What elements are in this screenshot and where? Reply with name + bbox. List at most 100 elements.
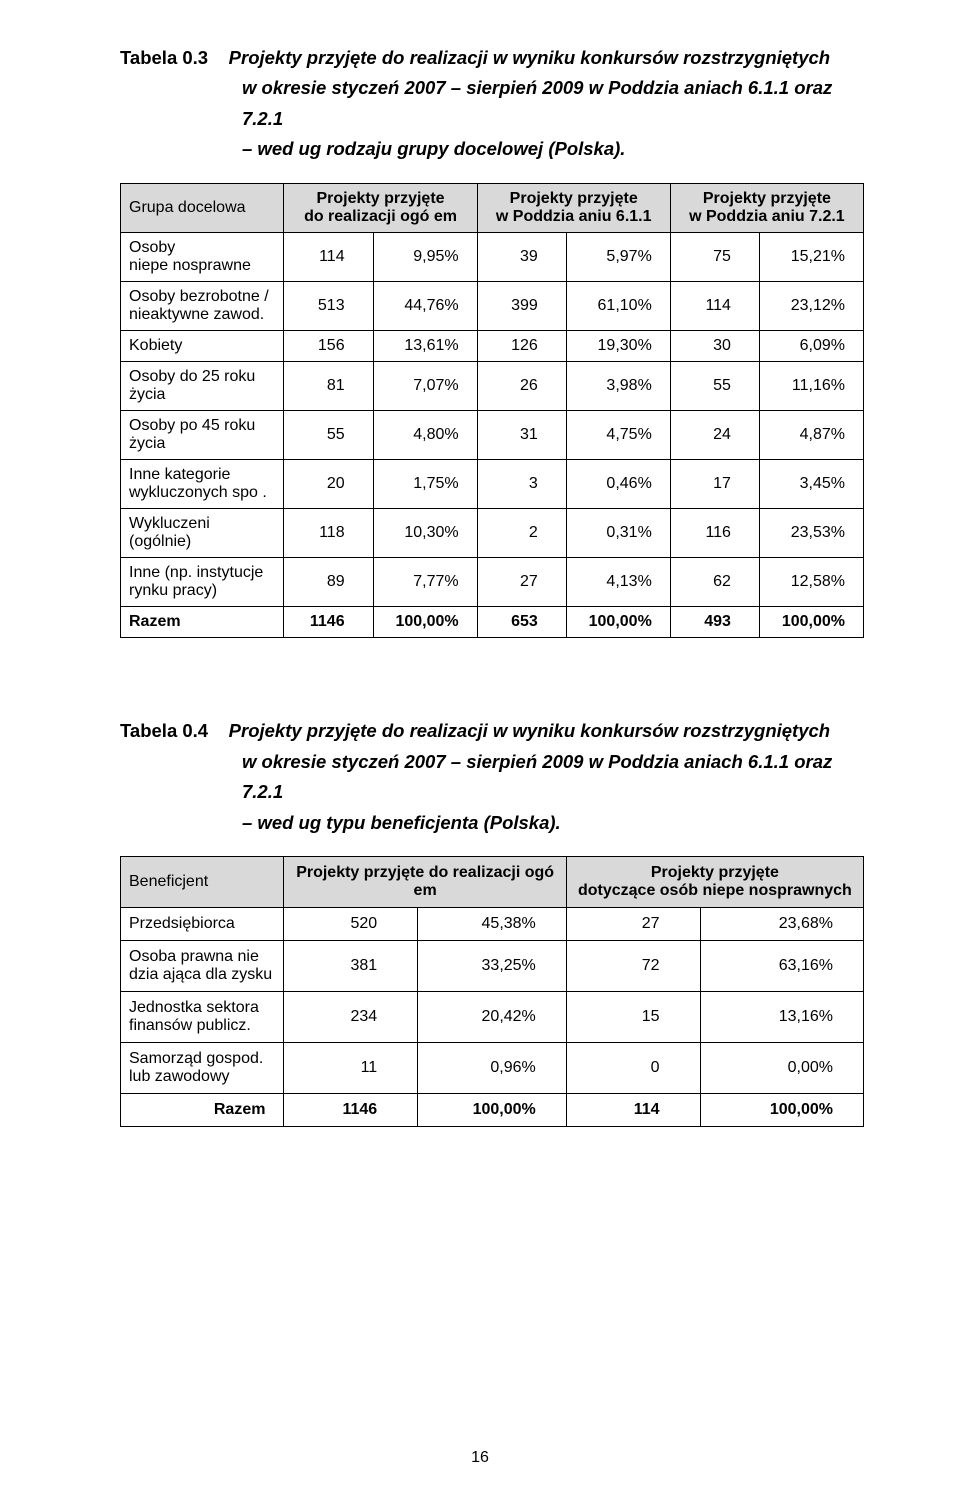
- cell-pct: 1,75%: [373, 459, 477, 508]
- row-label: Osoby bezrobotne /nieaktywne zawod.: [121, 281, 284, 330]
- cell-pct: 20,42%: [418, 992, 567, 1043]
- row-label: Osobyniepe nosprawne: [121, 232, 284, 281]
- table-row: Inne kategoriewykluczonych spo .201,75%3…: [121, 459, 864, 508]
- cell-pct: 100,00%: [373, 606, 477, 637]
- cell-pct: 11,16%: [759, 361, 863, 410]
- cell-pct: 6,09%: [759, 330, 863, 361]
- row-label: Jednostka sektorafinansów publicz.: [121, 992, 284, 1043]
- col-ogolem: Projekty przyjęte do realizacji ogó em: [284, 183, 477, 232]
- col-ogolem-2: Projekty przyjęte do realizacji ogó em: [284, 857, 566, 908]
- caption-text: Projekty przyjęte do realizacji w wyniku…: [229, 47, 833, 160]
- cell-count: 114: [284, 232, 373, 281]
- cell-count: 156: [284, 330, 373, 361]
- cell-pct: 15,21%: [759, 232, 863, 281]
- table-0-3-caption: Tabela 0.3 Projekty przyjęte do realizac…: [120, 43, 864, 165]
- table-0-4-caption: Tabela 0.4 Projekty przyjęte do realizac…: [120, 716, 864, 838]
- cell-count: 20: [284, 459, 373, 508]
- row-label: Razem: [121, 606, 284, 637]
- row-label: Razem: [121, 1094, 284, 1127]
- table-row: Osoby bezrobotne /nieaktywne zawod.51344…: [121, 281, 864, 330]
- cell-count: 11: [284, 1043, 418, 1094]
- cell-count: 89: [284, 557, 373, 606]
- cell-count: 72: [566, 941, 700, 992]
- cell-pct: 5,97%: [566, 232, 670, 281]
- cell-pct: 4,87%: [759, 410, 863, 459]
- section-spacer: [120, 638, 864, 698]
- cell-pct: 7,77%: [373, 557, 477, 606]
- cell-count: 1146: [284, 606, 373, 637]
- cell-count: 653: [477, 606, 566, 637]
- cell-count: 24: [670, 410, 759, 459]
- cell-count: 27: [477, 557, 566, 606]
- cell-pct: 13,16%: [700, 992, 863, 1043]
- cell-count: 31: [477, 410, 566, 459]
- col-niepelnosprawni: Projekty przyjęte dotyczące osób niepe n…: [566, 857, 863, 908]
- row-label: Inne kategoriewykluczonych spo .: [121, 459, 284, 508]
- cell-pct: 100,00%: [418, 1094, 567, 1127]
- table-row: Samorząd gospod.lub zawodowy110,96%00,00…: [121, 1043, 864, 1094]
- row-label: Osoby do 25 rokużycia: [121, 361, 284, 410]
- cell-pct: 4,75%: [566, 410, 670, 459]
- table-row: Wykluczeni (ogólnie)11810,30%20,31%11623…: [121, 508, 864, 557]
- table-total-row: Razem1146100,00%114100,00%: [121, 1094, 864, 1127]
- col-grupa: Grupa docelowa: [121, 183, 284, 232]
- cell-pct: 0,46%: [566, 459, 670, 508]
- cell-pct: 61,10%: [566, 281, 670, 330]
- table-row: Osoby do 25 rokużycia817,07%263,98%5511,…: [121, 361, 864, 410]
- table-total-row: Razem1146100,00%653100,00%493100,00%: [121, 606, 864, 637]
- cell-count: 2: [477, 508, 566, 557]
- cell-count: 75: [670, 232, 759, 281]
- row-label: Przedsiębiorca: [121, 908, 284, 941]
- cell-count: 234: [284, 992, 418, 1043]
- row-label: Wykluczeni (ogólnie): [121, 508, 284, 557]
- cell-count: 30: [670, 330, 759, 361]
- table-row: Kobiety15613,61%12619,30%306,09%: [121, 330, 864, 361]
- cell-count: 116: [670, 508, 759, 557]
- cell-pct: 3,98%: [566, 361, 670, 410]
- cell-pct: 100,00%: [759, 606, 863, 637]
- caption-text: Projekty przyjęte do realizacji w wyniku…: [229, 720, 833, 833]
- col-beneficjent: Beneficjent: [121, 857, 284, 908]
- cell-pct: 23,12%: [759, 281, 863, 330]
- cell-count: 55: [284, 410, 373, 459]
- cell-count: 17: [670, 459, 759, 508]
- cell-pct: 4,80%: [373, 410, 477, 459]
- cell-count: 381: [284, 941, 418, 992]
- cell-pct: 0,00%: [700, 1043, 863, 1094]
- table-0-3: Grupa docelowa Projekty przyjęte do real…: [120, 183, 864, 638]
- cell-pct: 12,58%: [759, 557, 863, 606]
- cell-count: 26: [477, 361, 566, 410]
- document-page: Tabela 0.3 Projekty przyjęte do realizac…: [0, 0, 960, 1493]
- row-label: Samorząd gospod.lub zawodowy: [121, 1043, 284, 1094]
- page-number: 16: [0, 1449, 960, 1467]
- cell-pct: 23,68%: [700, 908, 863, 941]
- row-label: Kobiety: [121, 330, 284, 361]
- col-611: Projekty przyjęte w Poddzia aniu 6.1.1: [477, 183, 670, 232]
- table-row: Inne (np. instytucjerynku pracy)897,77%2…: [121, 557, 864, 606]
- cell-pct: 10,30%: [373, 508, 477, 557]
- cell-count: 15: [566, 992, 700, 1043]
- table-row: Osoba prawna niedzia ająca dla zysku3813…: [121, 941, 864, 992]
- caption-label: Tabela 0.3: [120, 47, 208, 68]
- cell-pct: 33,25%: [418, 941, 567, 992]
- cell-count: 114: [670, 281, 759, 330]
- cell-pct: 44,76%: [373, 281, 477, 330]
- table-row: Osoby po 45 rokużycia554,80%314,75%244,8…: [121, 410, 864, 459]
- cell-count: 81: [284, 361, 373, 410]
- cell-count: 118: [284, 508, 373, 557]
- col-721: Projekty przyjęte w Poddzia aniu 7.2.1: [670, 183, 863, 232]
- cell-count: 520: [284, 908, 418, 941]
- cell-count: 55: [670, 361, 759, 410]
- cell-count: 27: [566, 908, 700, 941]
- cell-count: 0: [566, 1043, 700, 1094]
- table-0-4: Beneficjent Projekty przyjęte do realiza…: [120, 856, 864, 1127]
- caption-label: Tabela 0.4: [120, 720, 208, 741]
- cell-count: 126: [477, 330, 566, 361]
- cell-count: 493: [670, 606, 759, 637]
- cell-count: 3: [477, 459, 566, 508]
- cell-count: 1146: [284, 1094, 418, 1127]
- cell-pct: 9,95%: [373, 232, 477, 281]
- row-label: Osoby po 45 rokużycia: [121, 410, 284, 459]
- table-header-row: Grupa docelowa Projekty przyjęte do real…: [121, 183, 864, 232]
- cell-count: 399: [477, 281, 566, 330]
